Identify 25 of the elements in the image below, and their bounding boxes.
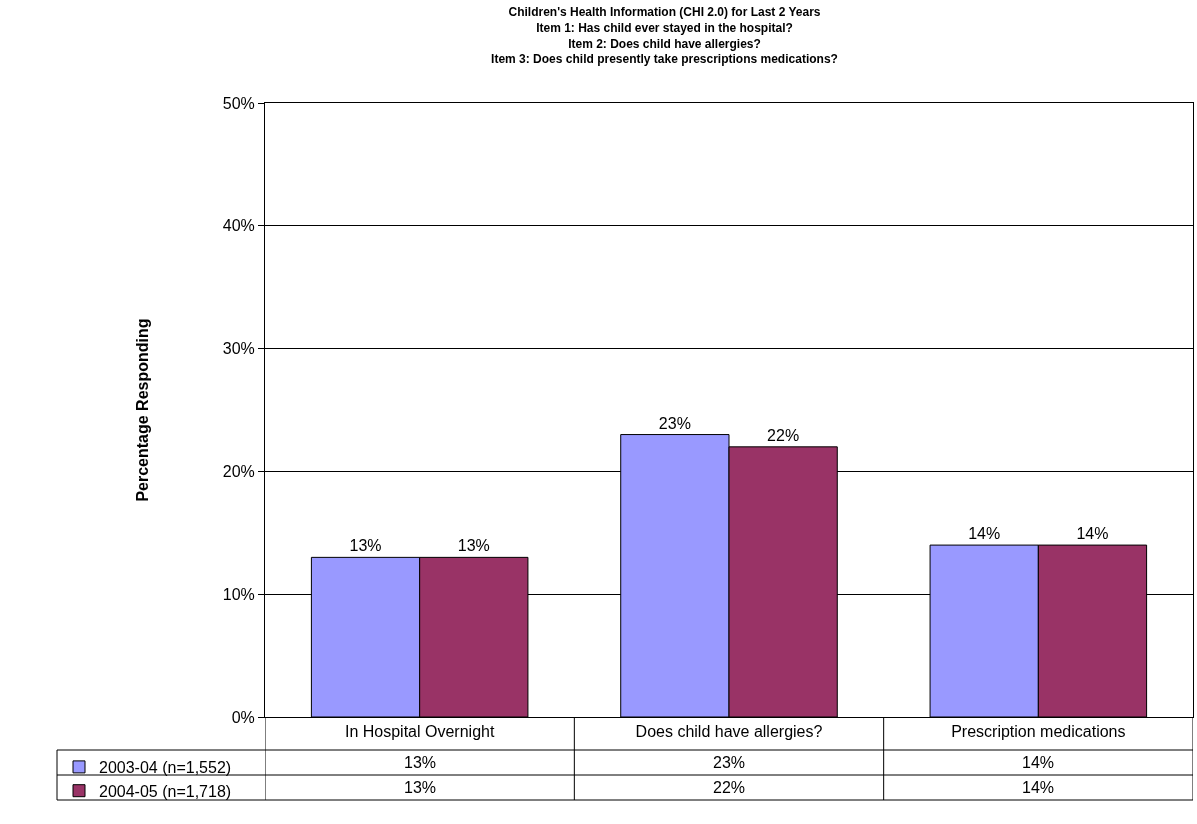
y-tick-label: 10% bbox=[222, 585, 255, 603]
legend-label: 2004-05 (n=1,718) bbox=[99, 782, 232, 800]
data-label: 22% bbox=[713, 779, 746, 796]
data-label: 14% bbox=[1022, 754, 1055, 771]
text: 14% bbox=[1076, 525, 1109, 543]
y-tick-label: 0% bbox=[231, 708, 255, 726]
chart-title: Children's Health Information (CHI 2.0) for Last 2 Years Item 1: Has child ever stayed in the hospital? Item 2: Does child have allergies? Item 3: Does child presently take prescriptions medications? bbox=[491, 5, 838, 67]
text: 14% bbox=[968, 525, 1001, 543]
x-tick-label: In Hospital Overnight bbox=[344, 723, 495, 741]
text: 23% bbox=[658, 414, 691, 432]
data-label: 13% bbox=[404, 754, 437, 771]
text: 13% bbox=[457, 537, 490, 555]
x-tick-label: Does child have allergies? bbox=[635, 723, 823, 741]
data-label: 13% bbox=[404, 779, 437, 796]
data-label: 23% bbox=[713, 754, 746, 771]
text: 22% bbox=[767, 426, 800, 444]
data-label: 14% bbox=[1022, 779, 1055, 796]
y-tick-label: 40% bbox=[222, 217, 255, 235]
x-tick-label: Prescription medications bbox=[951, 723, 1126, 741]
y-tick-label: 20% bbox=[222, 463, 255, 480]
y-tick-label: 30% bbox=[222, 340, 255, 358]
y-tick-label: 50% bbox=[222, 94, 255, 112]
legend-label: 2003-04 (n=1,552) bbox=[99, 759, 232, 777]
text: 13% bbox=[349, 537, 382, 555]
y-axis-title: Percentage Responding bbox=[133, 318, 151, 502]
